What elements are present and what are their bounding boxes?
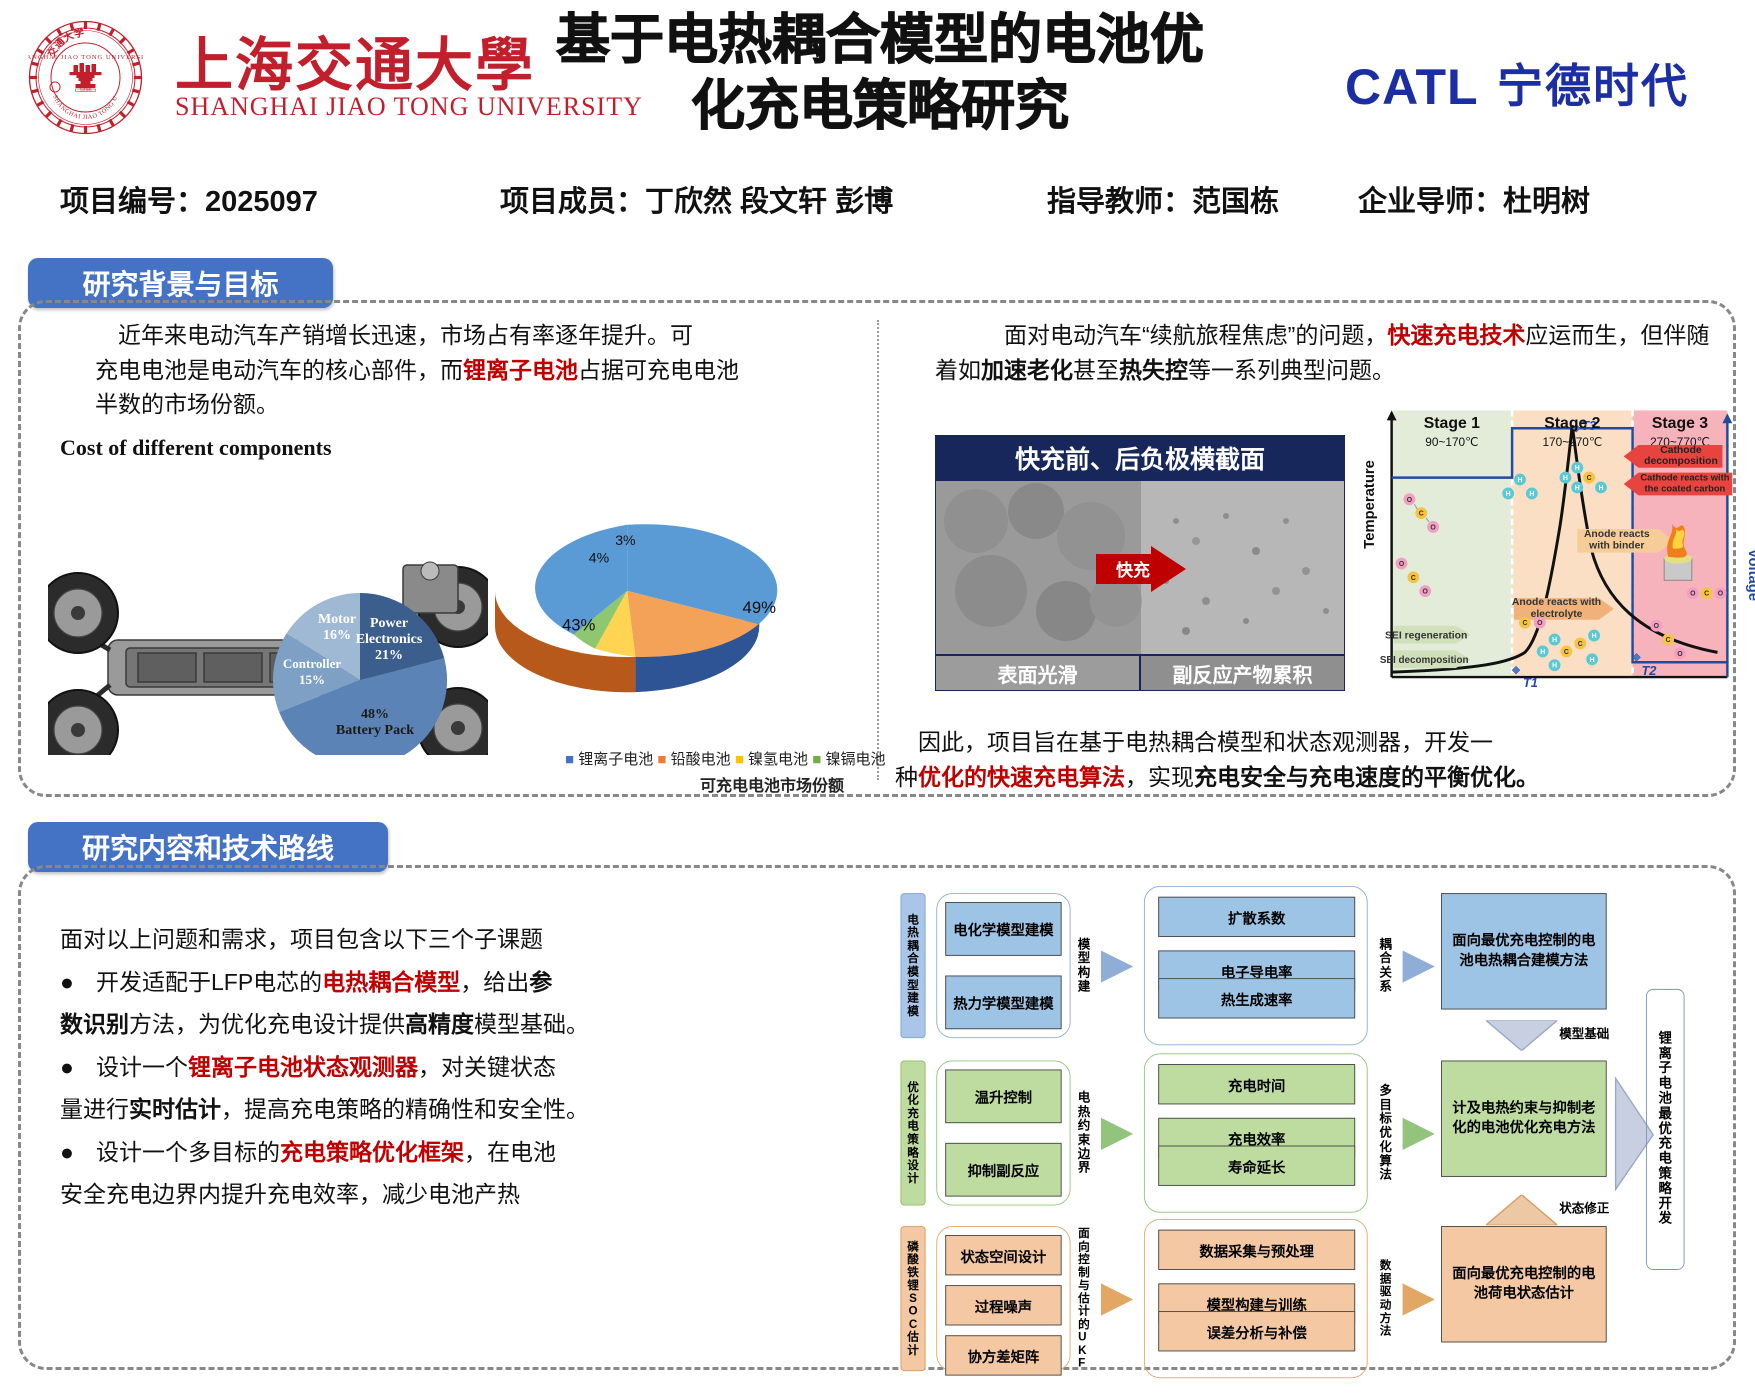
svg-text:T2: T2 bbox=[1641, 663, 1656, 678]
svg-text:O: O bbox=[1399, 561, 1405, 568]
svg-text:Electronics: Electronics bbox=[356, 632, 423, 647]
svg-text:4%: 4% bbox=[589, 550, 610, 566]
svg-text:H: H bbox=[1540, 649, 1545, 656]
svg-text:O: O bbox=[1690, 591, 1696, 598]
svg-text:16%: 16% bbox=[323, 628, 351, 643]
svg-text:O: O bbox=[1537, 620, 1543, 627]
svg-text:Voltage: Voltage bbox=[1745, 549, 1755, 601]
svg-text:Stage 1: Stage 1 bbox=[1424, 415, 1480, 432]
svg-text:43%: 43% bbox=[562, 616, 596, 635]
svg-text:H: H bbox=[1563, 475, 1568, 482]
svg-text:C: C bbox=[1522, 620, 1527, 627]
svg-text:T1: T1 bbox=[1523, 675, 1538, 690]
svg-text:Cathode reacts with: Cathode reacts with bbox=[1640, 473, 1729, 483]
svg-text:C: C bbox=[1564, 649, 1569, 656]
svg-text:H: H bbox=[1592, 633, 1597, 640]
svg-text:H: H bbox=[1506, 491, 1511, 498]
svg-text:O: O bbox=[1430, 524, 1436, 531]
svg-text:H: H bbox=[1598, 485, 1603, 492]
svg-text:with binder: with binder bbox=[1588, 541, 1644, 552]
svg-text:O: O bbox=[1654, 623, 1660, 630]
svg-text:O: O bbox=[1677, 651, 1683, 658]
svg-text:O: O bbox=[1423, 589, 1429, 596]
svg-text:Anode reacts with: Anode reacts with bbox=[1512, 597, 1601, 608]
svg-text:the coated carbon: the coated carbon bbox=[1645, 483, 1726, 493]
svg-text:C: C bbox=[1587, 475, 1592, 482]
svg-text:O: O bbox=[1718, 591, 1724, 598]
svg-text:48%: 48% bbox=[361, 707, 389, 722]
svg-text:SEI regeneration: SEI regeneration bbox=[1385, 631, 1467, 642]
svg-text:H: H bbox=[1552, 663, 1557, 670]
svg-text:90~170℃: 90~170℃ bbox=[1425, 435, 1478, 449]
svg-text:C: C bbox=[1704, 591, 1709, 598]
svg-text:49%: 49% bbox=[743, 598, 777, 617]
svg-text:C: C bbox=[1578, 641, 1583, 648]
svg-text:H: H bbox=[1575, 485, 1580, 492]
svg-text:1896: 1896 bbox=[79, 88, 91, 94]
svg-text:C: C bbox=[1411, 575, 1416, 582]
svg-text:C: C bbox=[1419, 511, 1424, 518]
svg-text:Temperature: Temperature bbox=[1362, 460, 1378, 549]
svg-text:decomposition: decomposition bbox=[1644, 456, 1718, 467]
svg-text:Stage 3: Stage 3 bbox=[1652, 415, 1708, 432]
svg-text:21%: 21% bbox=[375, 648, 403, 663]
svg-text:15%: 15% bbox=[299, 672, 325, 687]
svg-text:快充: 快充 bbox=[1116, 560, 1150, 580]
svg-text:170~270℃: 170~270℃ bbox=[1542, 435, 1602, 449]
svg-text:Battery Pack: Battery Pack bbox=[336, 723, 414, 738]
svg-text:Motor: Motor bbox=[318, 612, 356, 627]
svg-text:Cathode: Cathode bbox=[1660, 445, 1702, 456]
svg-text:H: H bbox=[1590, 657, 1595, 664]
svg-text:O: O bbox=[1407, 497, 1413, 504]
svg-text:Stage 2: Stage 2 bbox=[1544, 415, 1600, 432]
svg-text:C: C bbox=[1666, 637, 1671, 644]
svg-text:Anode reacts: Anode reacts bbox=[1584, 529, 1650, 540]
svg-text:Controller: Controller bbox=[283, 656, 341, 671]
svg-text:SEI decomposition: SEI decomposition bbox=[1380, 655, 1469, 666]
svg-text:Power: Power bbox=[370, 616, 408, 631]
svg-text:H: H bbox=[1552, 637, 1557, 644]
svg-text:3%: 3% bbox=[615, 532, 636, 548]
svg-text:H: H bbox=[1518, 477, 1523, 484]
svg-text:H: H bbox=[1575, 465, 1580, 472]
svg-text:H: H bbox=[1529, 491, 1534, 498]
svg-text:SHANGHAI JIAO TONG UNIVERSITY: SHANGHAI JIAO TONG UNIVERSITY bbox=[28, 54, 143, 61]
